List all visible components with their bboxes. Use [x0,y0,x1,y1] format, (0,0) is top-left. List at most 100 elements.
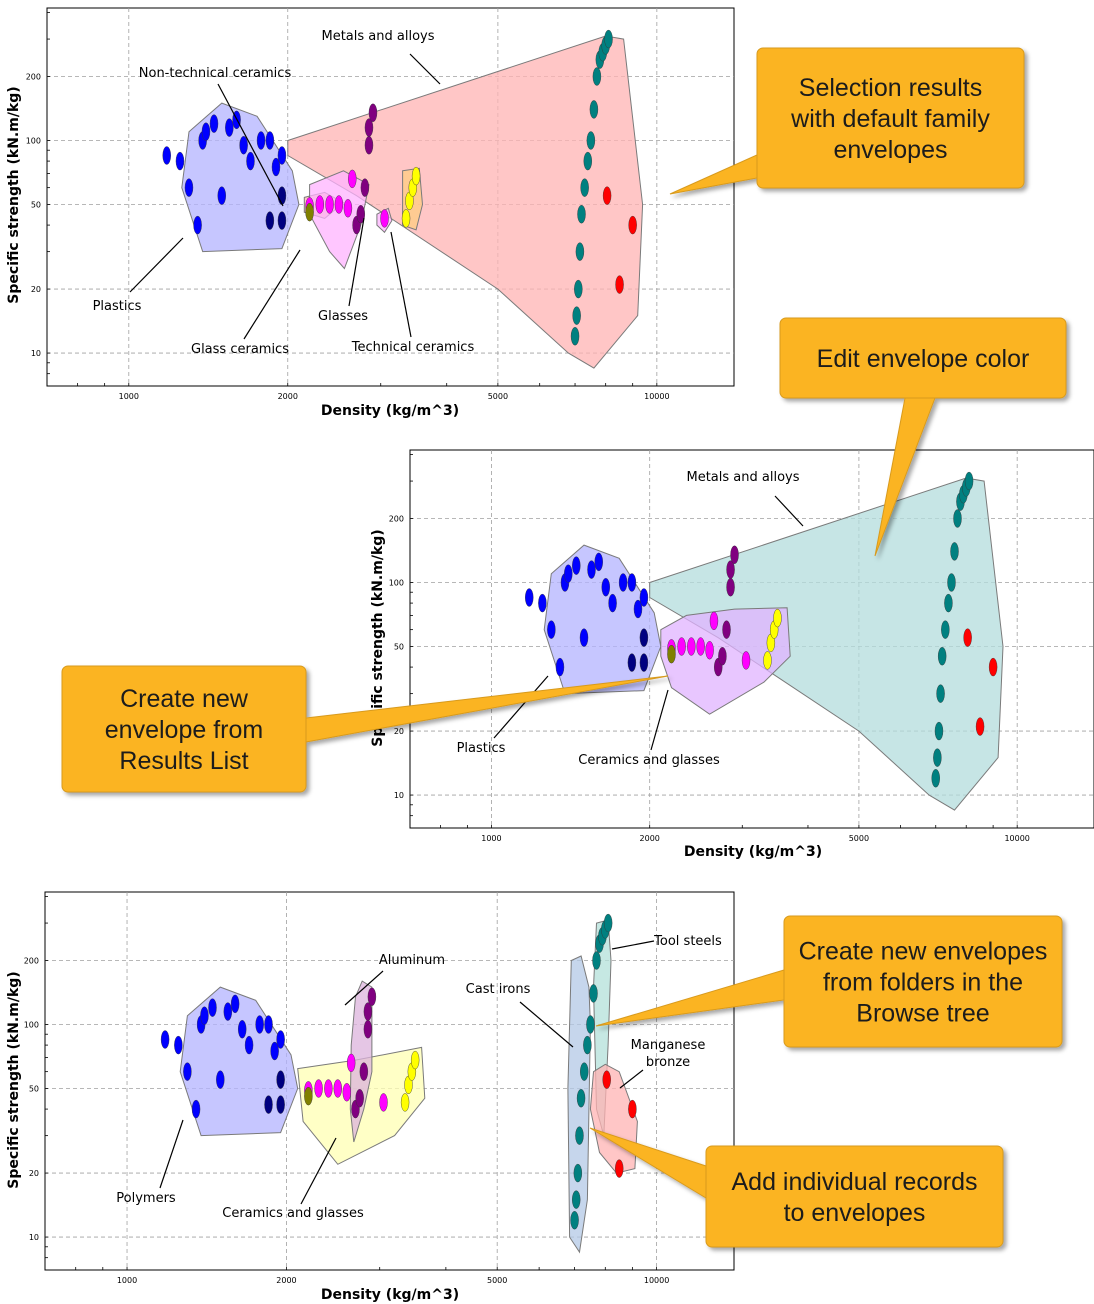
data-point[interactable] [726,560,735,579]
data-point[interactable] [400,1093,410,1112]
data-point[interactable] [741,651,751,670]
data-point[interactable] [687,637,696,656]
data-point[interactable] [410,1050,420,1070]
data-point[interactable] [160,1030,170,1049]
data-point[interactable] [627,573,637,592]
data-point[interactable] [193,215,202,235]
data-point[interactable] [343,199,353,218]
data-point[interactable] [633,599,643,619]
data-point[interactable] [730,545,739,564]
data-point[interactable] [368,103,378,122]
data-point[interactable] [592,67,602,86]
data-point[interactable] [639,628,649,647]
data-point[interactable] [356,205,365,224]
data-point[interactable] [379,1093,388,1112]
data-point[interactable] [639,588,649,607]
data-point[interactable] [209,114,219,133]
data-point[interactable] [602,1070,611,1089]
data-point[interactable] [936,684,945,703]
data-point[interactable] [230,994,240,1014]
data-point[interactable] [576,1089,586,1108]
data-point[interactable] [579,628,589,647]
data-point[interactable] [277,146,287,165]
data-point[interactable] [574,279,583,299]
data-point[interactable] [975,717,985,736]
data-point[interactable] [570,1211,579,1230]
data-point[interactable] [589,100,599,119]
data-point[interactable] [615,1159,624,1178]
data-point[interactable] [216,1070,225,1089]
data-point[interactable] [628,215,637,235]
data-point[interactable] [594,552,603,572]
data-point[interactable] [411,166,421,186]
data-point[interactable] [950,542,959,561]
data-point[interactable] [577,205,586,224]
data-point[interactable] [200,1006,209,1025]
data-point[interactable] [947,573,956,592]
data-point[interactable] [360,178,370,197]
data-point[interactable] [201,122,211,141]
data-point[interactable] [265,211,275,230]
data-point[interactable] [359,1062,369,1081]
data-point[interactable] [580,1062,589,1081]
data-point[interactable] [305,202,314,222]
data-point[interactable] [709,611,719,631]
data-point[interactable] [265,131,275,150]
data-point[interactable] [333,1079,342,1098]
data-point[interactable] [602,186,612,205]
data-point[interactable] [618,573,628,592]
data-point[interactable] [208,998,217,1017]
data-point[interactable] [583,1035,592,1055]
data-point[interactable] [601,578,610,597]
data-point[interactable] [364,118,374,137]
data-point[interactable] [246,151,255,171]
data-point[interactable] [944,593,953,613]
data-point[interactable] [608,593,617,613]
data-point[interactable] [726,578,735,597]
data-point[interactable] [696,637,705,656]
data-point[interactable] [346,1053,356,1073]
envelope-glass-ceramics[interactable] [309,170,370,270]
data-point[interactable] [547,620,556,639]
data-point[interactable] [255,1015,264,1034]
data-point[interactable] [244,1035,254,1055]
data-point[interactable] [953,509,962,528]
data-point[interactable] [324,1079,333,1098]
data-point[interactable] [277,211,287,230]
data-point[interactable] [933,748,942,767]
data-point[interactable] [256,131,266,150]
data-point[interactable] [934,721,944,741]
data-point[interactable] [564,564,573,583]
data-point[interactable] [191,1099,201,1119]
data-point[interactable] [217,186,226,205]
data-point[interactable] [589,984,598,1003]
data-point[interactable] [314,1079,323,1098]
data-point[interactable] [718,647,727,666]
data-point[interactable] [963,628,972,647]
data-point[interactable] [225,118,234,137]
data-point[interactable] [401,209,411,228]
data-point[interactable] [183,1062,192,1081]
data-point[interactable] [238,1020,247,1039]
data-point[interactable] [580,178,589,197]
data-point[interactable] [639,653,649,672]
data-point[interactable] [525,588,534,607]
data-point[interactable] [572,1190,581,1209]
data-point[interactable] [364,136,374,155]
data-point[interactable] [575,242,585,261]
data-point[interactable] [184,178,194,197]
data-point[interactable] [592,951,601,970]
data-point[interactable] [325,195,334,214]
data-point[interactable] [988,657,998,677]
data-point[interactable] [572,306,581,325]
data-point[interactable] [570,327,580,346]
data-point[interactable] [348,169,357,189]
data-point[interactable] [239,136,248,155]
data-point[interactable] [964,471,974,491]
data-point[interactable] [174,1035,183,1055]
data-point[interactable] [363,1002,373,1021]
data-point[interactable] [342,1083,351,1102]
data-point[interactable] [586,1015,595,1034]
data-point[interactable] [627,653,637,672]
data-point[interactable] [355,1089,364,1108]
